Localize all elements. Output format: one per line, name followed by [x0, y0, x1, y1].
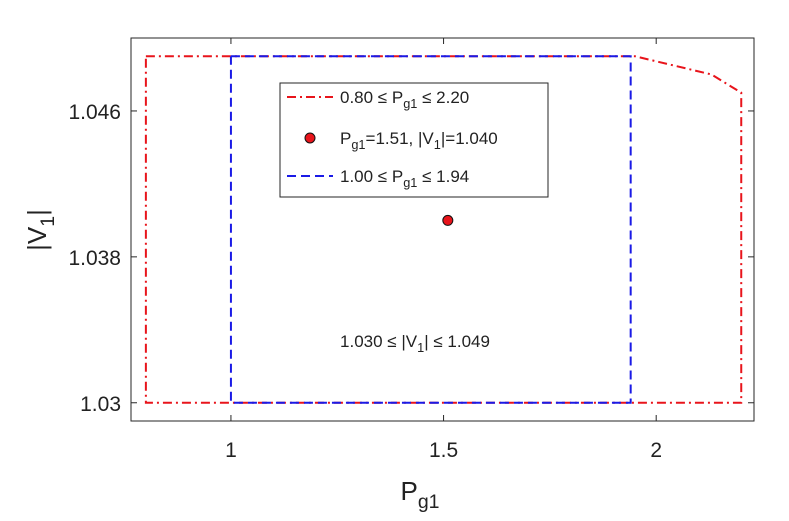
subscript: g1 — [351, 137, 365, 152]
subscript: 1 — [417, 340, 424, 355]
subscript: 1 — [37, 216, 59, 227]
legend-label: 0.80 ≤ Pg1 ≤ 2.20 — [340, 88, 469, 111]
text-part: 1.030 ≤ |V — [340, 332, 418, 351]
y-tick-label: 1.03 — [80, 393, 121, 416]
text-part: 0.80 ≤ P — [340, 88, 403, 107]
y-tick-label: 1.046 — [68, 101, 121, 124]
x-axis-label: Pg1 — [400, 476, 439, 513]
x-tick-label: 1.5 — [429, 439, 458, 462]
legend-label: 1.00 ≤ Pg1 ≤ 1.94 — [340, 167, 469, 190]
subscript: g1 — [418, 491, 440, 513]
text-part: ≤ 2.20 — [417, 88, 469, 107]
x-tick-label: 1 — [225, 439, 237, 462]
text-part: ≤ 1.94 — [417, 167, 469, 186]
line — [229, 55, 632, 404]
text-part: P — [340, 129, 351, 148]
x-tick-label: 2 — [650, 439, 662, 462]
text-part: | — [22, 209, 52, 216]
subscript: g1 — [403, 175, 417, 190]
text-part: =1.51, |V — [366, 129, 435, 148]
text-part: |V — [22, 226, 52, 251]
point — [442, 214, 454, 226]
y-axis-label: |V1| — [22, 209, 59, 251]
y-tick-label: 1.038 — [68, 247, 121, 270]
text-part: | ≤ 1.049 — [424, 332, 490, 351]
subscript: g1 — [403, 96, 417, 111]
line — [144, 55, 743, 404]
text-part: P — [400, 476, 417, 506]
subscript: 1 — [434, 137, 441, 152]
text-part: |=1.040 — [441, 129, 498, 148]
legend-marker — [304, 132, 316, 144]
legend-box — [279, 82, 549, 198]
annotation: 1.030 ≤ |V1| ≤ 1.049 — [340, 332, 490, 355]
legend-label: Pg1=1.51, |V1|=1.040 — [340, 129, 498, 152]
text-part: 1.00 ≤ P — [340, 167, 403, 186]
